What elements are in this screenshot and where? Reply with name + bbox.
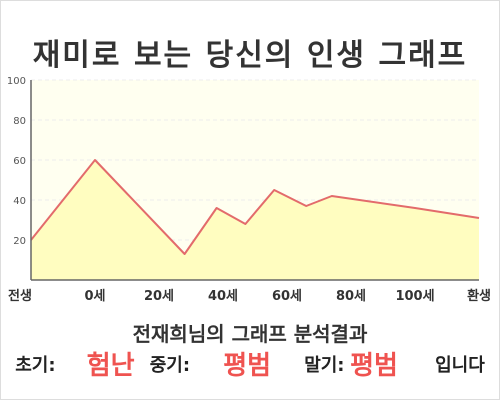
x-tick-label: 전생 bbox=[8, 288, 32, 304]
y-tick-label: 100 bbox=[7, 76, 26, 87]
series-line bbox=[30, 159, 480, 255]
page-title: 재미로 보는 당신의 인생 그래프 bbox=[32, 38, 468, 73]
x-tick-label: 0세 bbox=[84, 289, 105, 304]
y-tick-label: 40 bbox=[13, 196, 26, 207]
x-tick-label: 100세 bbox=[395, 289, 434, 304]
y-tick-labels: 20 40 60 80 100 bbox=[7, 76, 26, 247]
analysis-subtitle: 전재희님의 그래프 분석결과 bbox=[132, 322, 368, 346]
middle-value: 평범 bbox=[223, 351, 272, 381]
late-label: 말기: bbox=[304, 354, 345, 376]
summary-ending: 입니다 bbox=[435, 354, 485, 376]
y-tick-label: 80 bbox=[13, 116, 26, 127]
analysis-summary: 초기: 험난 중기: 평범 말기: 평범 입니다 bbox=[0, 345, 500, 381]
x-tick-labels: 전생 0세 20세 40세 60세 80세 100세 환생 bbox=[8, 288, 491, 304]
y-tick-label: 60 bbox=[13, 156, 26, 167]
x-tick-label: 80세 bbox=[336, 289, 366, 304]
middle-label: 중기: bbox=[149, 354, 191, 376]
x-tick-label: 환생 bbox=[467, 288, 491, 304]
early-label: 초기: bbox=[15, 354, 56, 376]
early-value: 험난 bbox=[86, 351, 135, 381]
x-tick-label: 40세 bbox=[208, 289, 238, 304]
x-tick-label: 60세 bbox=[272, 289, 302, 304]
series-area bbox=[31, 160, 479, 280]
late-value: 평범 bbox=[350, 351, 398, 381]
x-tick-label: 20세 bbox=[144, 289, 174, 304]
y-tick-label: 20 bbox=[13, 236, 26, 247]
